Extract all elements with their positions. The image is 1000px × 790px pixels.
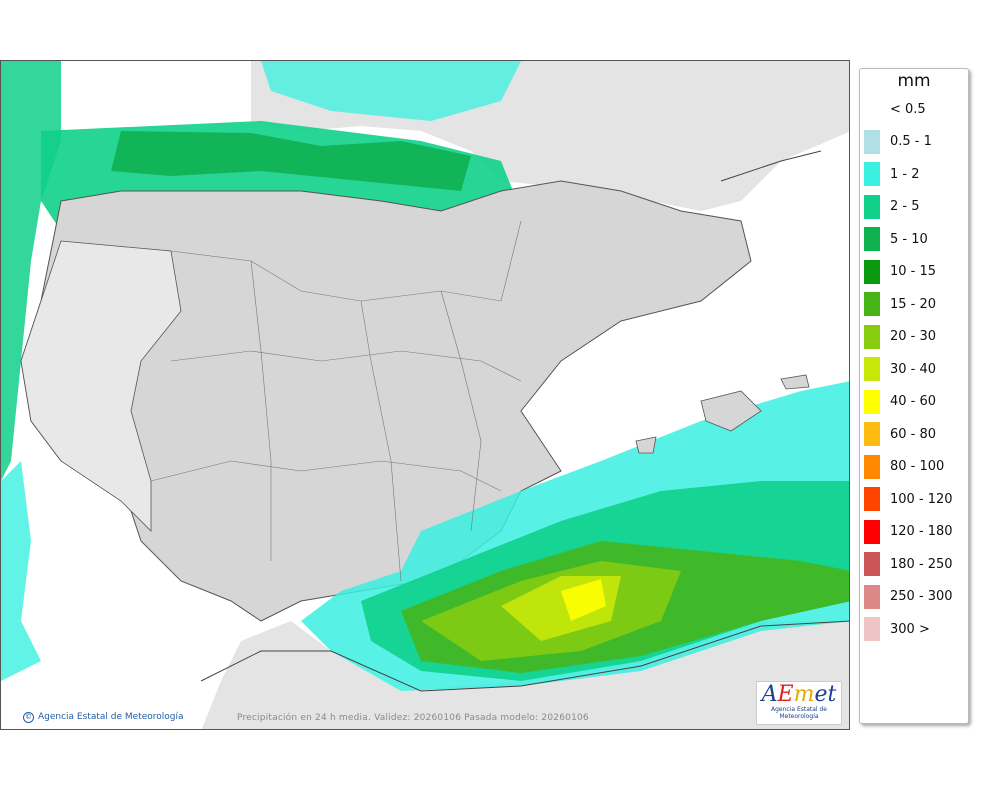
legend-item: 120 - 180 [864,519,953,544]
precip-biscay [261,61,521,121]
legend-item: 2 - 5 [864,194,920,219]
legend-label: 40 - 60 [890,394,937,409]
legend-item: 20 - 30 [864,324,937,349]
legend-swatch [864,617,880,641]
legend-label: 120 - 180 [890,524,953,539]
legend-label: 15 - 20 [890,296,937,312]
region-borders [150,220,522,582]
legend-item: 250 - 300 [864,584,953,609]
france-coast [720,150,822,182]
legend-label: 300 > [890,621,930,637]
legend-item: 180 - 250 [864,552,953,576]
legend-swatch [864,487,880,511]
map-canvas [1,61,849,729]
legend-item: 30 - 40 [864,357,936,381]
legend-panel: mm < 0.5 0.5 - 1 1 - 2 2 - 5 5 - 10 10 - 15 15… [859,68,969,724]
legend-unit: mm [897,71,931,91]
legend-label: 20 - 30 [890,329,937,344]
legend-swatch [864,584,880,609]
legend-label: 2 - 5 [890,199,920,214]
legend-label: 5 - 10 [890,231,928,247]
logo-subtext: Agencia Estatal de Meteorología [770,706,827,720]
precip-alboran-peak [561,579,606,621]
ibiza [635,436,657,454]
legend-label: 180 - 250 [890,556,953,572]
legend-swatch [864,292,880,316]
precip-cantabrian-core [111,131,471,191]
copyright-icon: © [23,712,34,723]
legend-label: 60 - 80 [890,426,937,442]
legend-label: 30 - 40 [890,361,937,377]
legend-swatch [864,552,880,576]
map-caption: Precipitación en 24 h media. Validez: 20… [237,713,589,723]
legend-swatch [864,454,880,479]
legend-item: 0.5 - 1 [864,129,932,154]
legend-swatch [864,389,880,414]
legend-swatch [864,324,880,349]
legend-swatch [864,162,880,186]
legend-label: 0.5 - 1 [890,134,932,149]
legend-swatch [864,259,880,284]
legend-item: 15 - 20 [864,292,936,316]
legend-item: 40 - 60 [864,389,937,414]
legend-swatch [864,519,880,544]
legend-label: 1 - 2 [890,166,920,182]
precip-west-lower [1,461,41,681]
legend-label: 250 - 300 [890,589,953,604]
legend-swatch [864,194,880,219]
legend-label: < 0.5 [890,101,926,117]
credit-text: © Agencia Estatal de Meteorología [23,712,184,723]
legend-label: 10 - 15 [890,264,937,279]
legend-label: 100 - 120 [890,491,953,507]
precipitation-map: © Agencia Estatal de Meteorología Precipi… [0,60,850,730]
menorca [780,374,810,390]
legend-label: 80 - 100 [890,459,945,474]
credit-label: Agencia Estatal de Meteorología [38,712,184,722]
legend-item: 300 > [864,617,930,641]
mallorca [700,390,762,432]
legend-item: < 0.5 [864,97,926,121]
legend-item: 80 - 100 [864,454,945,479]
legend-item: 1 - 2 [864,162,920,186]
portugal-land [20,240,182,532]
legend-item: 100 - 120 [864,487,953,511]
legend-swatch [864,97,880,121]
aemet-logo: AEmet Agencia Estatal de Meteorología [756,681,842,725]
legend-item: 10 - 15 [864,259,937,284]
legend-swatch [864,422,880,446]
legend-item: 5 - 10 [864,227,928,251]
africa-coast [200,620,849,692]
legend-swatch [864,227,880,251]
legend-item: 60 - 80 [864,422,936,446]
legend-swatch [864,357,880,381]
legend-swatch [864,129,880,154]
